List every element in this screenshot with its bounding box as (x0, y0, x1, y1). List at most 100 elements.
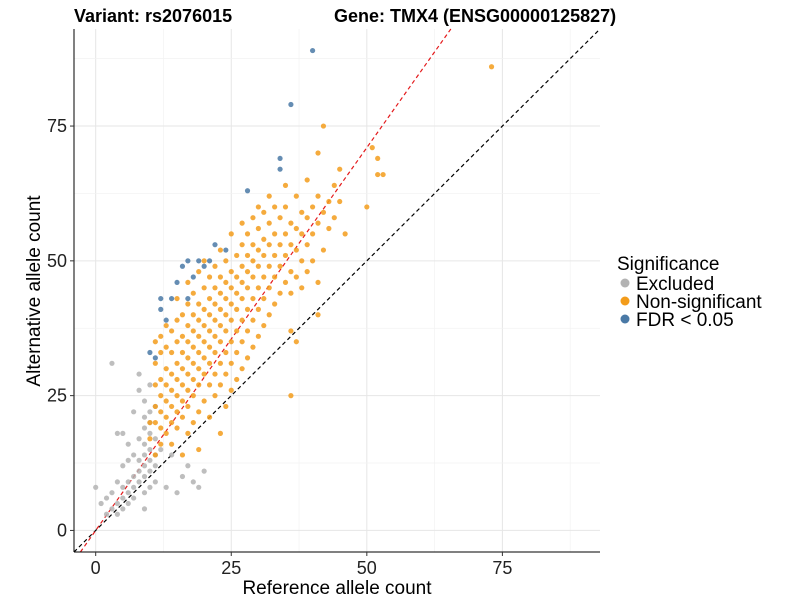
point-non-significant (255, 285, 261, 291)
point-excluded (131, 452, 137, 458)
point-non-significant (299, 209, 305, 215)
point-non-significant (217, 322, 224, 329)
point-non-significant (212, 371, 218, 377)
legend: Significance Excluded Non-significant FD… (617, 254, 762, 331)
point-fdr-0-05 (277, 155, 283, 162)
point-excluded (120, 506, 126, 512)
point-non-significant (244, 269, 251, 275)
point-non-significant (201, 258, 207, 264)
point-excluded (114, 511, 120, 517)
point-non-significant (223, 328, 229, 334)
point-non-significant (163, 344, 169, 350)
axis-ticks: 0 25 50 75 0 25 50 75 (47, 116, 512, 578)
point-non-significant (244, 252, 251, 259)
point-non-significant (320, 247, 327, 253)
point-non-significant (217, 274, 224, 280)
point-non-significant (206, 344, 213, 350)
point-non-significant (190, 290, 196, 296)
point-fdr-0-05 (158, 295, 164, 302)
point-non-significant (288, 290, 294, 296)
point-non-significant (288, 269, 294, 275)
point-excluded (190, 479, 196, 485)
point-non-significant (185, 430, 191, 436)
point-non-significant (239, 339, 245, 345)
point-non-significant (147, 419, 153, 426)
point-non-significant (190, 393, 196, 399)
point-non-significant (277, 215, 283, 221)
point-non-significant (266, 242, 272, 248)
point-excluded (147, 446, 153, 453)
point-non-significant (326, 198, 332, 205)
point-non-significant (277, 263, 283, 269)
point-fdr-0-05 (244, 188, 251, 194)
legend-entry-excluded: Excluded (620, 274, 714, 295)
point-non-significant (250, 317, 256, 323)
point-non-significant (179, 452, 186, 458)
point-non-significant (152, 382, 158, 388)
point-non-significant (309, 231, 316, 237)
point-non-significant (250, 274, 256, 280)
point-fdr-0-05 (185, 295, 191, 302)
point-non-significant (304, 242, 310, 248)
point-non-significant (185, 387, 191, 393)
point-non-significant (304, 269, 310, 275)
point-non-significant (277, 242, 283, 248)
point-fdr-0-05 (163, 317, 169, 323)
point-non-significant (185, 339, 191, 345)
point-excluded (147, 484, 153, 490)
point-non-significant (282, 252, 289, 259)
point-non-significant (196, 349, 202, 356)
point-non-significant (331, 182, 337, 188)
point-non-significant (282, 231, 289, 237)
point-non-significant (375, 171, 381, 178)
point-non-significant (190, 360, 196, 366)
point-non-significant (163, 366, 169, 372)
point-non-significant (261, 252, 267, 259)
point-non-significant (239, 366, 245, 372)
point-excluded (120, 484, 126, 490)
point-non-significant (261, 274, 267, 280)
point-non-significant (185, 355, 191, 361)
point-non-significant (201, 398, 207, 404)
point-excluded (109, 360, 115, 366)
point-non-significant (288, 328, 294, 334)
point-non-significant (277, 290, 283, 296)
point-excluded (174, 490, 180, 496)
reference-lines (73, 28, 601, 553)
point-excluded (147, 409, 153, 415)
point-non-significant (185, 403, 191, 410)
point-non-significant (261, 236, 267, 242)
point-non-significant (272, 252, 278, 259)
point-excluded (141, 414, 148, 420)
point-non-significant (163, 322, 169, 329)
point-non-significant (201, 322, 207, 329)
point-non-significant (315, 193, 321, 199)
point-non-significant (369, 145, 375, 151)
point-non-significant (228, 301, 234, 307)
point-excluded (163, 484, 169, 490)
point-non-significant (190, 312, 196, 318)
point-non-significant (244, 328, 251, 334)
point-non-significant (315, 312, 321, 318)
point-non-significant (174, 393, 180, 399)
point-non-significant (152, 403, 158, 410)
point-non-significant (255, 306, 261, 312)
point-excluded (125, 500, 131, 507)
point-non-significant (234, 328, 240, 334)
point-non-significant (163, 430, 169, 436)
point-fdr-0-05 (212, 242, 218, 248)
point-non-significant (309, 204, 316, 210)
point-non-significant (206, 312, 213, 318)
point-non-significant (201, 306, 207, 312)
point-excluded (131, 473, 137, 480)
point-non-significant (169, 403, 175, 410)
point-non-significant (158, 409, 164, 415)
point-non-significant (201, 285, 207, 291)
point-non-significant (239, 263, 245, 269)
point-non-significant (239, 317, 245, 323)
point-non-significant (163, 414, 169, 420)
point-non-significant (174, 295, 180, 302)
point-non-significant (337, 198, 343, 205)
point-non-significant (299, 285, 305, 291)
y-tick-label: 75 (47, 116, 67, 136)
